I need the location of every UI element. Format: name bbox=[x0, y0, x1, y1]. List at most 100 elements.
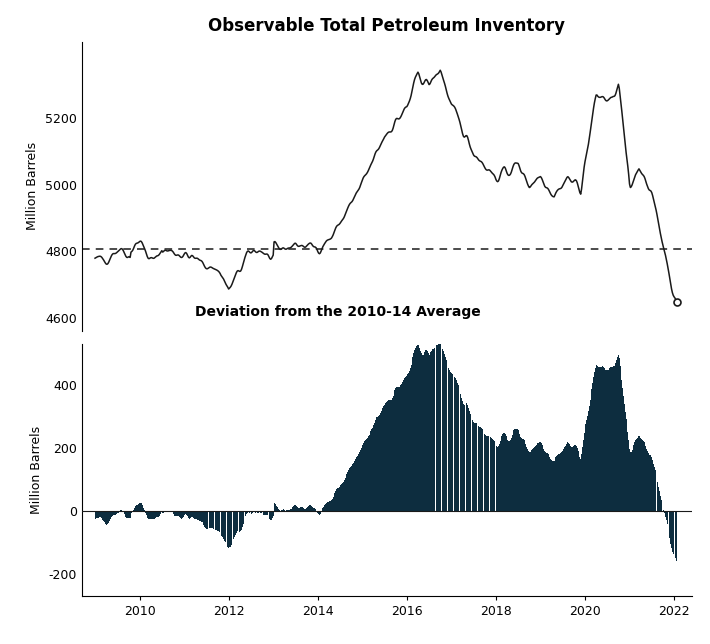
Bar bbox=[218, 511, 219, 531]
Bar bbox=[503, 433, 504, 511]
Bar bbox=[443, 351, 444, 511]
Bar bbox=[669, 511, 670, 533]
Bar bbox=[341, 485, 342, 511]
Bar bbox=[140, 503, 141, 511]
Bar bbox=[297, 508, 298, 511]
Bar bbox=[336, 489, 337, 511]
Bar bbox=[209, 511, 210, 527]
Bar bbox=[222, 511, 223, 538]
Bar bbox=[476, 424, 477, 511]
Bar bbox=[512, 435, 513, 511]
Bar bbox=[547, 453, 549, 511]
Bar bbox=[617, 357, 618, 511]
Bar bbox=[200, 511, 201, 521]
Bar bbox=[173, 511, 174, 515]
Bar bbox=[282, 509, 283, 511]
Bar bbox=[410, 365, 412, 511]
Bar bbox=[114, 511, 115, 515]
Bar bbox=[171, 511, 172, 512]
Bar bbox=[157, 511, 158, 517]
Bar bbox=[596, 365, 597, 511]
Bar bbox=[640, 437, 641, 511]
Bar bbox=[470, 414, 471, 511]
Bar bbox=[576, 446, 577, 511]
Bar bbox=[364, 441, 365, 511]
Bar bbox=[105, 511, 106, 524]
Bar bbox=[210, 511, 211, 527]
Bar bbox=[277, 507, 278, 511]
Bar bbox=[454, 377, 455, 511]
Bar bbox=[574, 446, 575, 511]
Bar bbox=[629, 449, 630, 511]
Bar bbox=[650, 456, 651, 511]
Bar bbox=[389, 400, 390, 511]
Bar bbox=[620, 366, 621, 511]
Bar bbox=[165, 511, 167, 512]
Bar bbox=[94, 511, 95, 519]
Bar bbox=[591, 389, 592, 511]
Bar bbox=[231, 511, 232, 544]
Bar bbox=[305, 509, 306, 511]
Bar bbox=[148, 511, 149, 520]
Bar bbox=[334, 493, 335, 511]
Bar bbox=[302, 507, 304, 511]
Bar bbox=[266, 511, 267, 515]
Bar bbox=[262, 511, 263, 513]
Bar bbox=[356, 456, 358, 511]
Title: Observable Total Petroleum Inventory: Observable Total Petroleum Inventory bbox=[209, 17, 565, 35]
Bar bbox=[98, 511, 99, 518]
Bar bbox=[406, 376, 408, 511]
Bar bbox=[224, 511, 225, 540]
Bar bbox=[446, 360, 447, 511]
Bar bbox=[564, 448, 565, 511]
Bar bbox=[127, 511, 128, 518]
Bar bbox=[199, 511, 200, 521]
Bar bbox=[474, 422, 475, 511]
Bar bbox=[589, 406, 590, 511]
Bar bbox=[178, 511, 180, 516]
Bar bbox=[517, 430, 518, 511]
Bar bbox=[626, 426, 628, 511]
Bar bbox=[622, 388, 623, 511]
Bar bbox=[652, 460, 653, 511]
Bar bbox=[426, 350, 427, 511]
Bar bbox=[211, 511, 212, 528]
Bar bbox=[543, 449, 545, 511]
Bar bbox=[145, 511, 146, 513]
Bar bbox=[561, 453, 562, 511]
Bar bbox=[658, 487, 659, 511]
Bar bbox=[487, 436, 488, 511]
Bar bbox=[623, 396, 624, 511]
Bar bbox=[578, 451, 579, 511]
Bar bbox=[279, 510, 280, 511]
Bar bbox=[312, 507, 313, 511]
Text: Deviation from the 2010-14 Average: Deviation from the 2010-14 Average bbox=[195, 305, 481, 319]
Bar bbox=[307, 507, 308, 511]
Bar bbox=[536, 445, 537, 511]
Bar bbox=[214, 511, 215, 529]
Bar bbox=[313, 508, 314, 511]
Bar bbox=[203, 511, 204, 526]
Bar bbox=[403, 380, 404, 511]
Bar bbox=[198, 511, 199, 520]
Bar bbox=[311, 506, 312, 511]
Bar bbox=[361, 448, 362, 511]
Bar bbox=[438, 344, 439, 511]
Bar bbox=[455, 378, 456, 511]
Bar bbox=[306, 507, 307, 511]
Bar bbox=[581, 454, 582, 511]
Bar bbox=[275, 504, 276, 511]
Bar bbox=[661, 500, 662, 511]
Bar bbox=[464, 404, 466, 511]
Bar bbox=[559, 453, 561, 511]
Bar bbox=[530, 451, 532, 511]
Bar bbox=[375, 421, 376, 511]
Bar bbox=[263, 511, 264, 515]
Bar bbox=[359, 452, 360, 511]
Bar bbox=[176, 511, 177, 516]
Bar bbox=[526, 447, 527, 511]
Bar bbox=[321, 511, 322, 513]
Bar bbox=[181, 511, 182, 518]
Bar bbox=[388, 400, 389, 511]
Bar bbox=[136, 505, 138, 511]
